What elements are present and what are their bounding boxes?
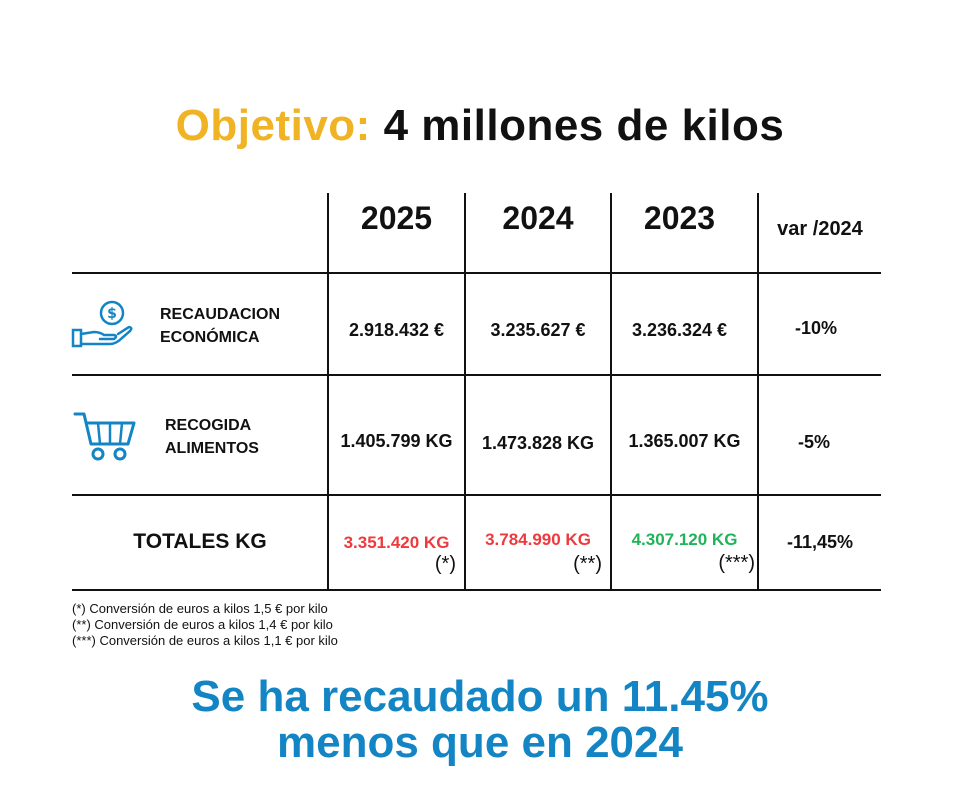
cell-total-var: -11,45% <box>786 532 854 552</box>
cell-recogida-2023: 1.365.007 KG <box>628 431 741 451</box>
row-label-line: RECAUDACION <box>160 306 280 323</box>
cell-recaudacion-2025: 2.918.432 € <box>348 320 445 340</box>
svg-text:$: $ <box>107 306 117 322</box>
footnote: (***) Conversión de euros a kilos 1,1 € … <box>72 633 338 648</box>
table-divider <box>610 193 612 591</box>
footnotes: (*) Conversión de euros a kilos 1,5 € po… <box>72 601 338 649</box>
shopping-cart-icon <box>73 412 136 461</box>
footnote: (**) Conversión de euros a kilos 1,4 € p… <box>72 617 333 632</box>
cell-total-2025: 3.351.420 KG <box>343 533 450 552</box>
year-header-2023: 2023 <box>643 200 716 236</box>
cell-recaudacion-2023: 3.236.324 € <box>631 320 728 340</box>
table-divider <box>464 193 466 591</box>
row-label-line: ECONÓMICA <box>160 329 260 346</box>
table-divider <box>72 589 881 591</box>
note-total-2025: (*) <box>434 553 456 575</box>
cell-recogida-2024: 1.473.828 KG <box>481 433 595 453</box>
summary-line-2: menos que en 2024 <box>277 718 683 767</box>
summary-message: Se ha recaudado un 11.45% menos que en 2… <box>0 674 960 766</box>
table-divider <box>72 494 881 496</box>
summary-line-1: Se ha recaudado un 11.45% <box>191 672 769 721</box>
title-rest: 4 millones de kilos <box>383 101 785 150</box>
table-divider <box>327 193 329 591</box>
note-total-2023: (***) <box>718 552 755 574</box>
page-title: Objetivo: 4 millones de kilos <box>0 98 960 154</box>
cell-recaudacion-2024: 3.235.627 € <box>490 320 586 340</box>
cell-total-2024: 3.784.990 KG <box>485 530 591 549</box>
cell-total-2023: 4.307.120 KG <box>631 530 738 549</box>
table-divider <box>72 374 881 376</box>
row-label-recogida: RECOGIDA ALIMENTOS <box>165 414 259 460</box>
cell-recogida-var: -5% <box>797 432 830 452</box>
row-label-line: RECOGIDA <box>165 417 252 434</box>
row-label-line: ALIMENTOS <box>165 440 259 457</box>
title-highlight: Objetivo: <box>175 101 371 150</box>
var-header: var /2024 <box>777 218 863 240</box>
totals-label: TOTALES KG <box>133 530 267 553</box>
note-total-2024: (**) <box>573 553 602 575</box>
footnote: (*) Conversión de euros a kilos 1,5 € po… <box>72 601 328 616</box>
table-divider <box>757 193 759 591</box>
cell-recaudacion-var: -10% <box>794 318 838 338</box>
row-label-recaudacion: RECAUDACION ECONÓMICA <box>160 303 280 349</box>
table-divider <box>72 272 881 274</box>
year-header-2025: 2025 <box>360 200 433 236</box>
money-hand-icon: $ <box>71 300 133 348</box>
year-header-2024: 2024 <box>502 200 574 236</box>
cell-recogida-2025: 1.405.799 KG <box>340 431 453 451</box>
